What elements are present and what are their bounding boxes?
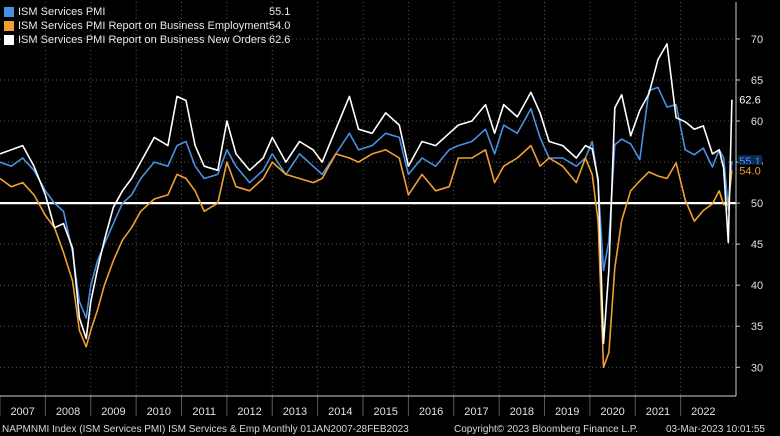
- x-tick-label: 2013: [283, 406, 307, 418]
- series-line-1: [0, 144, 733, 369]
- x-tick-label: 2007: [10, 406, 34, 418]
- legend-label: ISM Services PMI Report on Business Empl…: [18, 20, 269, 32]
- footer-timestamp: 03-Mar-2023 10:01:55: [666, 424, 765, 435]
- legend-swatch-orange: [4, 21, 14, 31]
- y-tick-label: 65: [751, 75, 763, 87]
- legend-swatch-blue: [4, 7, 14, 17]
- x-tick-label: 2012: [237, 406, 261, 418]
- x-tick-label: 2014: [328, 406, 352, 418]
- legend-value: 55.1: [269, 6, 291, 18]
- year-gridlines: [44, 2, 682, 396]
- last-value-label-1: 54.0: [739, 165, 760, 177]
- last-value-label-2: 62.6: [739, 95, 760, 107]
- x-tick-label: 2010: [147, 406, 171, 418]
- x-tick-label: 2017: [464, 406, 488, 418]
- y-tick-label: 30: [751, 362, 763, 374]
- series-line-2: [0, 43, 733, 345]
- x-tick-label: 2009: [101, 406, 125, 418]
- legend-item-new-orders[interactable]: ISM Services PMI Report on Business New …: [4, 33, 291, 47]
- last-value-box-2: [738, 93, 762, 106]
- footer-ticker-info: NAPMNMI Index (ISM Services PMI) ISM Ser…: [2, 424, 409, 435]
- y-tick-labels: 303540455055606570: [751, 34, 763, 374]
- x-tick-label: 2022: [691, 406, 715, 418]
- x-year-labels: 2007 2008 2009 2010 2011 2012 2013 2014 2015 2016…: [10, 406, 715, 418]
- y-tick-label: 45: [751, 239, 763, 251]
- last-value-box-0: [738, 155, 762, 168]
- y-tick-label: 35: [751, 321, 763, 333]
- footer-copyright: Copyright© 2023 Bloomberg Finance L.P.: [454, 424, 638, 435]
- y-tick-label: 60: [751, 116, 763, 128]
- legend-item-services-pmi[interactable]: ISM Services PMI 55.1: [4, 5, 291, 19]
- legend-label: ISM Services PMI: [18, 6, 106, 18]
- legend-value: 62.6: [269, 34, 291, 46]
- y-tick-label: 70: [751, 34, 763, 46]
- x-tick-label: 2008: [56, 406, 80, 418]
- x-tick-label: 2020: [600, 406, 624, 418]
- series-lines: [0, 43, 733, 369]
- y-tick-label: 50: [751, 198, 763, 210]
- x-tick-label: 2019: [555, 406, 579, 418]
- last-value-box-1: [738, 164, 762, 177]
- legend: ISM Services PMI 55.1 ISM Services PMI R…: [4, 5, 291, 47]
- legend-item-employment[interactable]: ISM Services PMI Report on Business Empl…: [4, 19, 291, 33]
- legend-value: 54.0: [269, 20, 291, 32]
- x-tick-label: 2021: [646, 406, 670, 418]
- last-value-labels: 55.154.062.6: [738, 93, 762, 177]
- legend-swatch-white: [4, 35, 14, 45]
- x-tick-label: 2011: [192, 406, 216, 418]
- x-tick-label: 2018: [510, 406, 534, 418]
- series-line-0: [0, 86, 733, 319]
- footer: NAPMNMI Index (ISM Services PMI) ISM Ser…: [0, 423, 780, 436]
- legend-label: ISM Services PMI Report on Business New …: [18, 34, 267, 46]
- x-tick-label: 2016: [419, 406, 443, 418]
- y-tick-label: 40: [751, 280, 763, 292]
- x-tick-label: 2015: [373, 406, 397, 418]
